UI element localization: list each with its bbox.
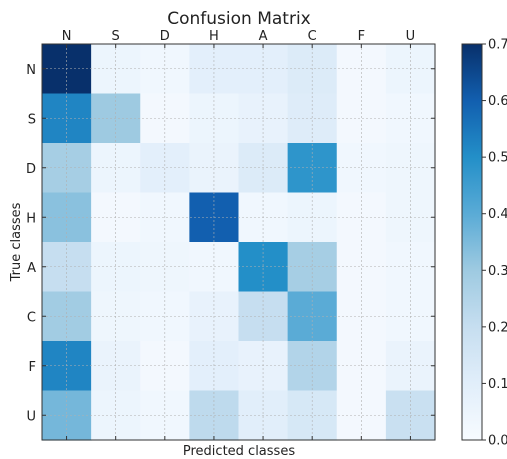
y-axis-label: True classes [9,202,24,282]
colorbar-tick-label: 0.5 [488,151,507,166]
heatmap-frame [41,43,436,441]
colorbar-tick-label: 0.0 [488,434,507,449]
colorbar [461,43,483,441]
colorbar-tick-label: 0.3 [488,264,507,279]
colorbar-tick-label: 0.6 [488,94,507,109]
heatmap-cell-N-C [287,44,338,95]
colorbar-tick-label: 0.7 [488,38,507,53]
y-tick-label-C: C [27,310,36,325]
x-tick-label-D: D [160,29,170,44]
heatmap-cell-S-A [238,93,289,144]
y-tick-label-S: S [28,112,36,127]
heatmap-cell-S-D [140,93,190,144]
y-tick-labels: N S D H A C F U [26,63,435,424]
x-tick-label-U: U [406,29,416,44]
heatmap-cell-N-H [189,44,240,95]
heatmap-cell-S-H [189,93,240,144]
heatmap-cell-S-F [336,93,387,144]
colorbar-tick-labels: 0.0 0.1 0.2 0.3 0.4 0.5 0.6 0.7 [482,38,507,449]
heatmap-cell-N-A [238,44,289,95]
heatmap-cell-D-D [140,143,190,194]
x-axis-label: Predicted classes [183,444,295,459]
y-tick-label-F: F [29,360,36,375]
heatmap-cell-F-D [140,341,190,392]
x-tick-label-A: A [259,29,268,44]
heatmap-cell-U-D [140,390,190,441]
heatmap-cell-A-D [140,242,190,293]
y-tick-label-D: D [26,162,36,177]
heatmap-cell-N-D [140,44,190,95]
colorbar-tick-label: 0.1 [488,377,507,392]
x-tick-label-H: H [209,29,219,44]
x-tick-label-C: C [308,29,317,44]
y-tick-label-A: A [27,261,36,276]
heatmap-cell-S-S [91,93,141,144]
heatmap-cell-H-D [140,192,190,243]
heatmap-grid [42,44,435,440]
x-tick-label-S: S [112,29,120,44]
heatmap-cell-N-S [91,44,141,95]
heatmap-cell-N-U [385,44,436,95]
colorbar-tick-label: 0.4 [488,207,507,222]
x-tick-label-N: N [62,29,72,44]
heatmap-cell-S-N [42,93,92,144]
y-tick-label-H: H [26,211,36,226]
heatmap-cell-N-N [42,44,92,95]
heatmap-cell-N-F [336,44,387,95]
heatmap-cell-S-U [385,93,436,144]
x-tick-label-F: F [358,29,365,44]
colorbar-tick-label: 0.2 [488,320,507,335]
heatmap-cell-S-C [287,93,338,144]
heatmap-cell-C-D [140,291,190,342]
y-tick-label-U: U [26,409,36,424]
heatmap-cells [42,44,436,441]
chart-title: Confusion Matrix [167,9,311,29]
y-tick-label-N: N [26,63,36,78]
